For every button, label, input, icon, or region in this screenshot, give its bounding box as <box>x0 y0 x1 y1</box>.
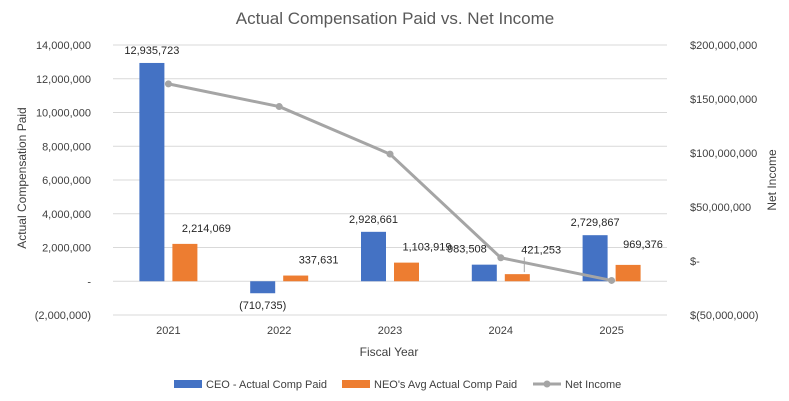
legend-label-ceo: CEO - Actual Comp Paid <box>206 379 327 391</box>
tick-labels: (2,000,000) - 2,000,000 4,000,000 6,000,000 8… <box>35 40 759 337</box>
net-income-point-2021 <box>164 80 172 88</box>
x-tick-label: 2021 <box>156 325 180 337</box>
data-label-ceo: (710,735) <box>239 300 286 312</box>
data-labels: 12,935,723 (710,735) 2,928,661 983,508 2,729… <box>124 45 662 312</box>
bar-ceo-2023 <box>361 231 386 282</box>
y-tick-label: (2,000,000) <box>35 310 91 322</box>
bar-neo-2022 <box>283 275 309 282</box>
legend: CEO - Actual Comp Paid NEO's Avg Actual C… <box>174 379 621 391</box>
x-tick-label: 2024 <box>489 325 513 337</box>
y2-tick-label: $(50,000,000) <box>690 310 759 322</box>
chart-title: Actual Compensation Paid vs. Net Income <box>236 9 554 28</box>
y2-tick-label: $200,000,000 <box>690 40 757 52</box>
y-tick-label: 14,000,000 <box>36 40 91 52</box>
y2-tick-label: $50,000,000 <box>690 202 751 214</box>
legend-swatch-ceo <box>174 380 202 388</box>
net-income-line-group <box>164 80 616 284</box>
net-income-point-2023 <box>386 150 394 158</box>
y-tick-label: 10,000,000 <box>36 108 91 120</box>
y2-axis-title: Net Income <box>765 149 779 211</box>
legend-marker-net-income <box>543 380 551 388</box>
bar-ceo-2024 <box>471 264 497 282</box>
bar-neo-2023 <box>394 262 419 282</box>
y2-tick-label: $150,000,000 <box>690 94 757 106</box>
x-tick-label: 2025 <box>599 325 623 337</box>
y-tick-label: 8,000,000 <box>42 141 91 153</box>
net-income-point-2024 <box>497 254 505 262</box>
y-axis-title: Actual Compensation Paid <box>15 107 29 248</box>
y2-tick-label: $100,000,000 <box>690 148 757 160</box>
legend-swatch-neo <box>342 380 370 388</box>
data-label-neo: 1,103,919 <box>403 242 452 254</box>
data-label-ceo: 12,935,723 <box>124 45 179 57</box>
y-tick-label: 6,000,000 <box>42 175 91 187</box>
bars <box>139 62 641 294</box>
bar-ceo-2025 <box>582 235 608 282</box>
x-axis-title: Fiscal Year <box>360 345 419 359</box>
x-tick-label: 2023 <box>378 325 402 337</box>
data-label-ceo: 983,508 <box>447 243 487 255</box>
bar-neo-2025 <box>615 264 641 282</box>
legend-label-neo: NEO's Avg Actual Comp Paid <box>374 379 517 391</box>
y2-tick-label: $- <box>690 256 700 268</box>
grid <box>113 44 667 316</box>
data-label-neo: 421,253 <box>521 244 561 256</box>
y-tick-label: 12,000,000 <box>36 74 91 86</box>
bar-ceo-2022 <box>250 281 276 294</box>
bar-neo-2024 <box>504 274 530 282</box>
bar-ceo-2021 <box>139 62 165 282</box>
net-income-point-2025 <box>608 276 616 284</box>
legend-label-net-income: Net Income <box>565 379 621 391</box>
y-tick-label: - <box>87 276 91 288</box>
x-tick-label: 2022 <box>267 325 291 337</box>
net-income-point-2022 <box>275 103 283 111</box>
data-label-ceo: 2,928,661 <box>349 214 398 226</box>
bar-neo-2021 <box>172 243 198 282</box>
y-tick-label: 4,000,000 <box>42 209 91 221</box>
data-label-ceo: 2,729,867 <box>571 217 620 229</box>
y-tick-label: 2,000,000 <box>42 243 91 255</box>
data-label-neo: 337,631 <box>299 255 339 267</box>
data-label-neo: 2,214,069 <box>182 223 231 235</box>
data-label-neo: 969,376 <box>623 239 663 251</box>
